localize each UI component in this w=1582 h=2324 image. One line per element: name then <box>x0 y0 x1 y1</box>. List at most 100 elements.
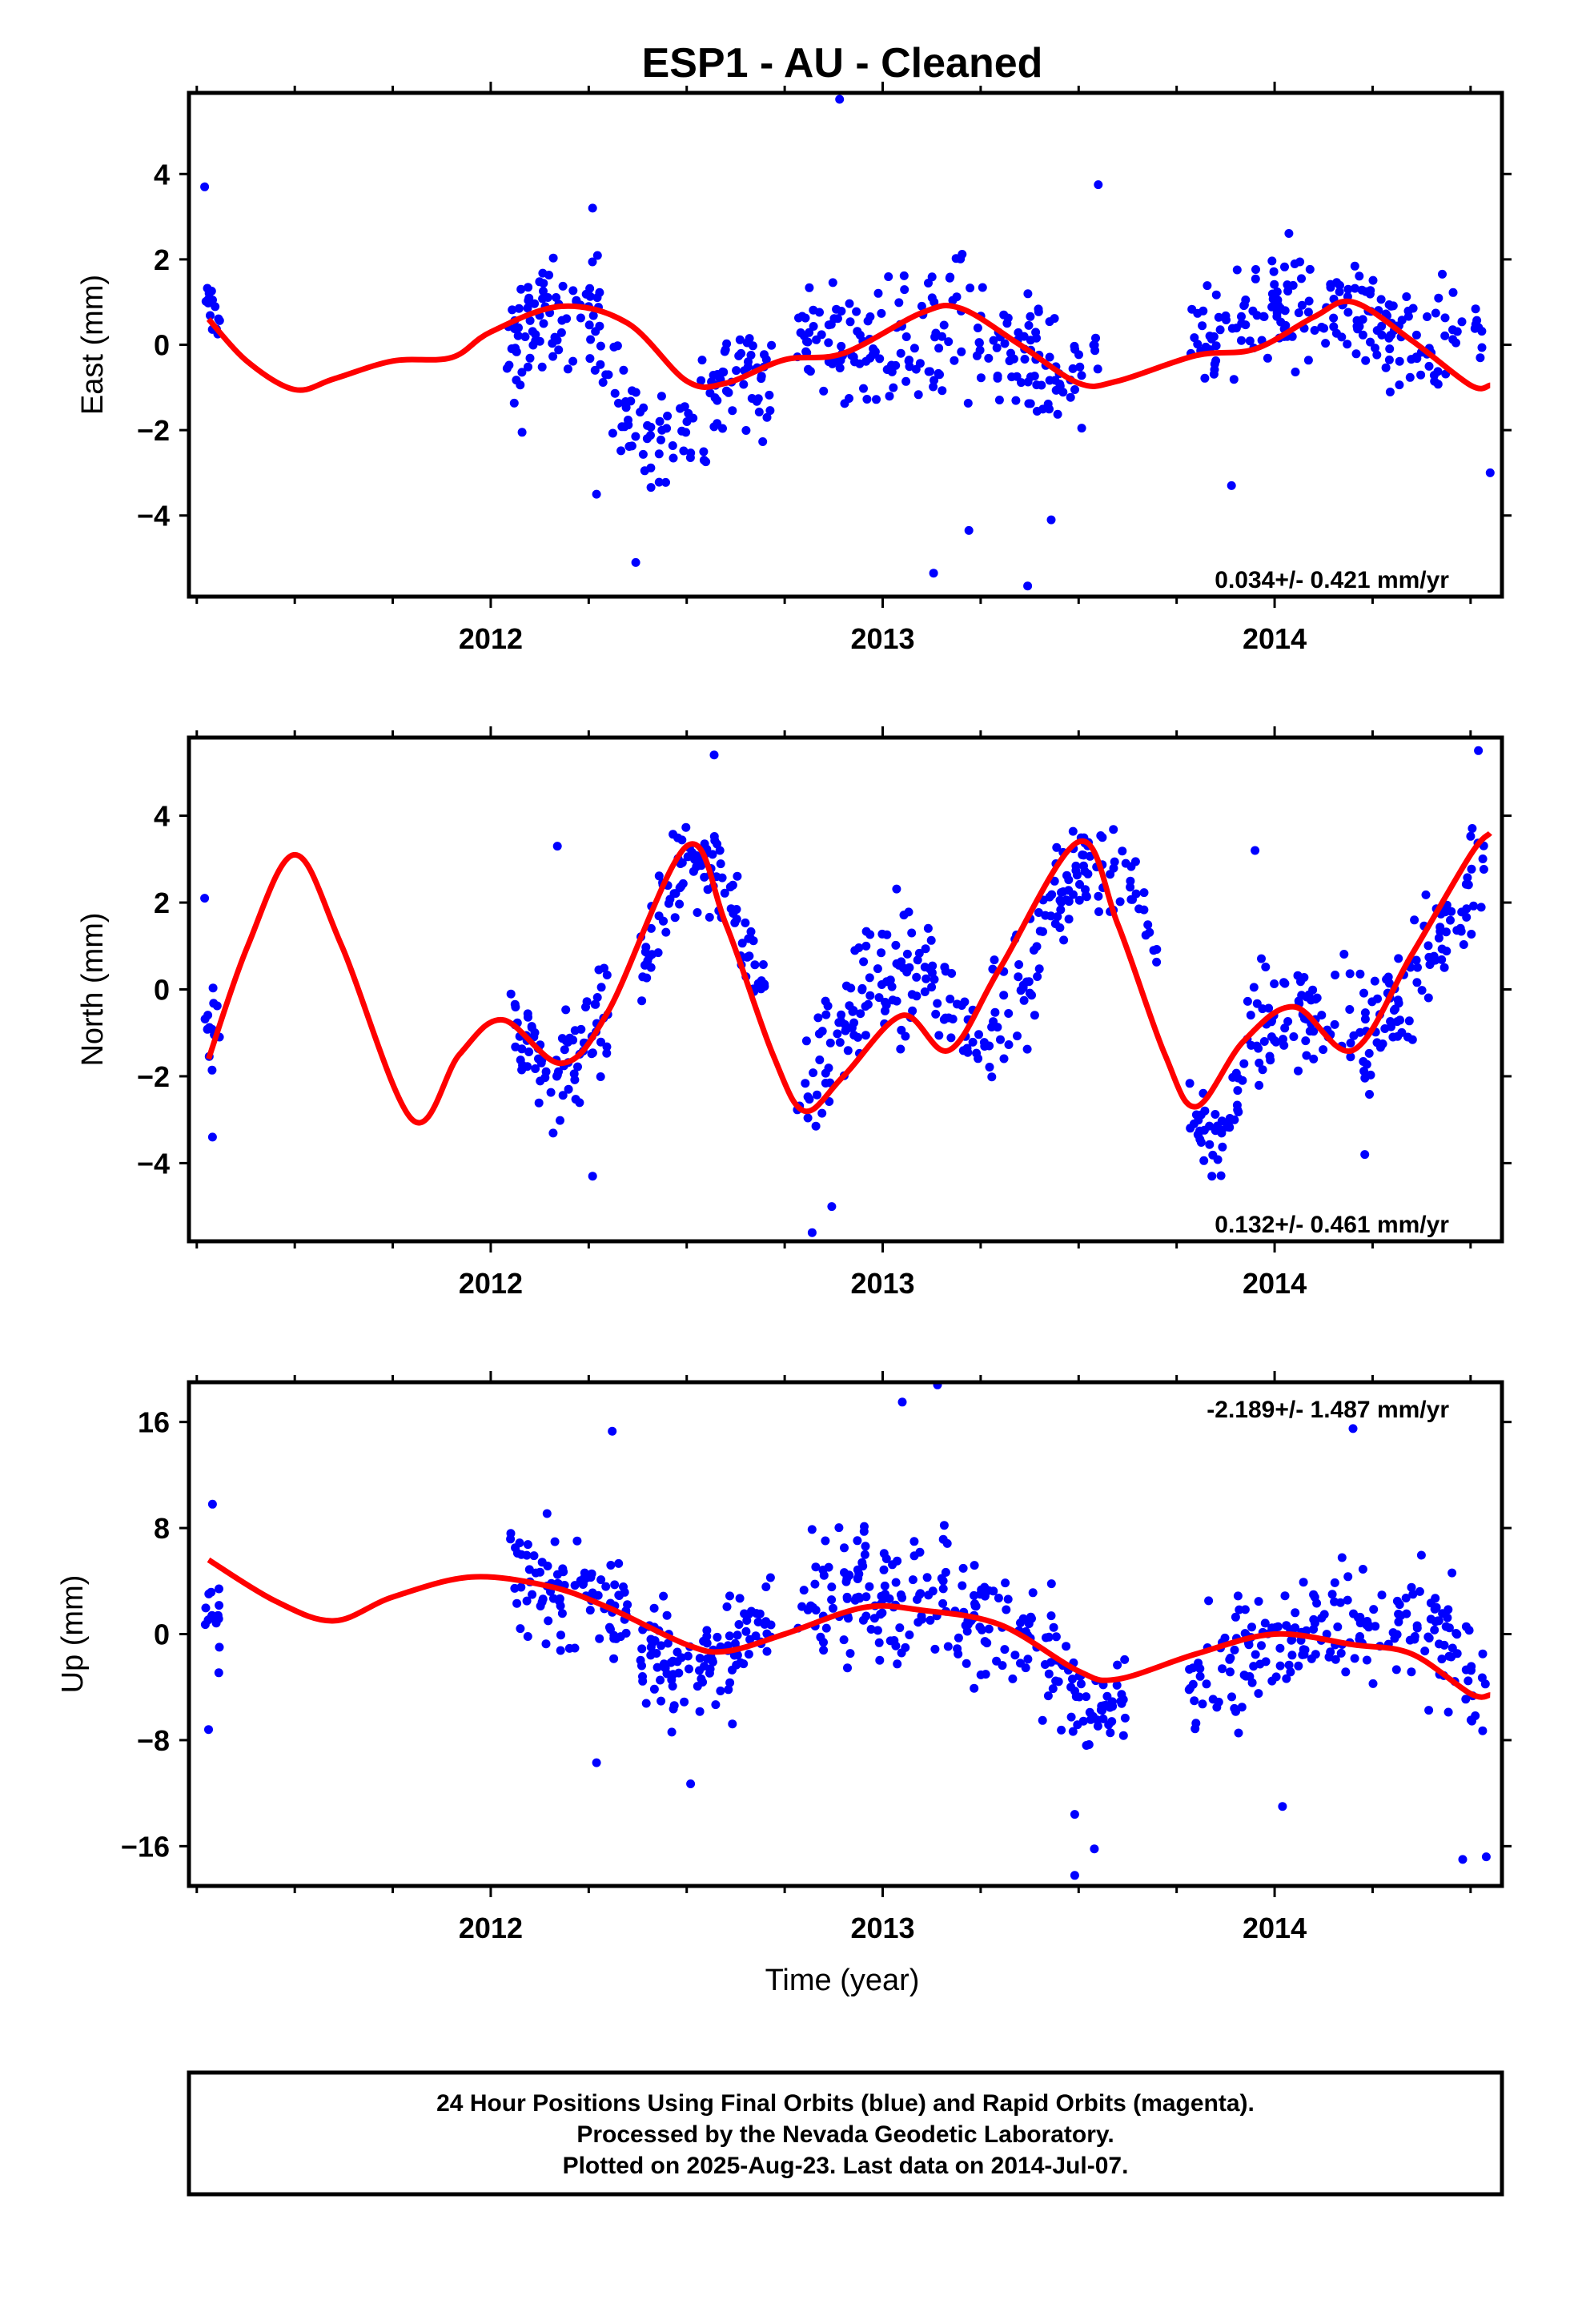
point-north-650 <box>1431 955 1440 965</box>
point-north-32 <box>573 1062 582 1072</box>
point-up-287 <box>1023 1655 1033 1664</box>
point-up-370 <box>866 1625 876 1634</box>
point-north-317 <box>902 949 912 959</box>
point-east-413 <box>1366 337 1375 347</box>
point-north-29 <box>506 989 516 999</box>
point-up-588 <box>1241 1671 1251 1681</box>
point-east-400 <box>824 338 833 348</box>
point-east-589 <box>1448 335 1458 344</box>
point-east-116 <box>765 390 774 400</box>
point-up-23 <box>550 1537 560 1546</box>
point-east-525 <box>1203 281 1212 291</box>
point-north-648 <box>1393 1031 1403 1041</box>
point-east-250 <box>901 376 911 386</box>
point-north-505 <box>1370 976 1379 986</box>
point-east-22 <box>524 362 532 372</box>
point-north-278 <box>881 1000 891 1010</box>
point-north-427 <box>1055 895 1065 905</box>
point-east-559 <box>1411 330 1421 340</box>
panel-east: −4 −2 0 2 4 2012 2013 2014 East (mm) 0.034+/- 0.4… <box>76 82 1512 655</box>
point-east-367 <box>1051 385 1061 395</box>
point-north-203 <box>1032 942 1042 951</box>
frame-east <box>187 90 1504 599</box>
point-east-87 <box>557 316 567 325</box>
point-east-201 <box>728 406 737 416</box>
point-north-311 <box>840 1019 849 1029</box>
point-up-92 <box>556 1646 565 1655</box>
point-up-646 <box>1349 1609 1358 1618</box>
point-north-350 <box>821 1010 831 1019</box>
point-east-396 <box>974 338 984 348</box>
point-north-181 <box>644 952 654 962</box>
point-north-347 <box>1019 995 1029 1005</box>
point-up-558 <box>1195 1664 1205 1674</box>
point-north-477 <box>1215 1124 1224 1134</box>
point-east-542 <box>1259 312 1269 321</box>
point-north-628 <box>1362 1059 1371 1069</box>
point-north-253 <box>835 1038 845 1047</box>
point-up-201 <box>734 1620 744 1629</box>
y-tick-label-up-1: −8 <box>137 1724 170 1757</box>
point-north-575 <box>1421 890 1431 899</box>
point-north-383 <box>1074 895 1084 905</box>
point-east-597 <box>929 569 938 578</box>
point-east-529 <box>1472 316 1482 325</box>
point-east-24 <box>548 352 558 361</box>
point-north-390 <box>1106 870 1115 879</box>
point-east-456 <box>1251 274 1260 283</box>
point-east-81 <box>528 340 538 350</box>
point-up-652 <box>1394 1610 1403 1618</box>
point-north-115 <box>670 913 680 923</box>
point-up-407 <box>1120 1713 1130 1723</box>
point-up-428 <box>1057 1725 1066 1735</box>
point-up-42 <box>604 1622 614 1632</box>
point-up-184 <box>744 1650 753 1659</box>
point-up-410 <box>1066 1712 1076 1722</box>
y-tick-label-up-4: 16 <box>138 1406 170 1439</box>
point-east-508 <box>1237 312 1246 321</box>
point-east-289 <box>868 350 877 360</box>
point-north-132 <box>705 912 714 922</box>
point-north-436 <box>1062 870 1071 880</box>
point-up-596 <box>1267 1676 1277 1686</box>
point-north-593 <box>1467 864 1476 874</box>
point-up-161 <box>728 1719 737 1729</box>
point-east-520 <box>1283 287 1293 296</box>
point-north-341 <box>968 1037 978 1047</box>
point-east-121 <box>624 416 632 424</box>
point-north-659 <box>207 1132 217 1142</box>
point-east-353 <box>873 288 883 298</box>
point-east-385 <box>887 367 897 376</box>
point-up-246 <box>1049 1622 1058 1632</box>
point-up-275 <box>865 1582 874 1591</box>
point-east-389 <box>828 359 837 368</box>
point-east-226 <box>963 399 973 408</box>
point-north-260 <box>907 928 917 938</box>
point-up-213 <box>732 1660 741 1670</box>
point-north-507 <box>1437 955 1447 964</box>
point-east-606 <box>1227 480 1236 490</box>
point-north-523 <box>1468 824 1477 833</box>
point-east-406 <box>1405 372 1415 382</box>
point-north-335 <box>996 1035 1005 1044</box>
frame-north <box>187 735 1504 1244</box>
point-north-656 <box>1207 1172 1217 1181</box>
point-up-660 <box>1090 1844 1099 1854</box>
point-up-442 <box>1071 1692 1081 1702</box>
point-north-175 <box>646 963 656 972</box>
point-up-446 <box>1107 1697 1117 1707</box>
point-up-423 <box>1062 1642 1071 1651</box>
point-north-340 <box>841 981 851 991</box>
point-east-15 <box>592 251 602 260</box>
point-up-663 <box>1278 1802 1287 1811</box>
x-tick-label-east-2: 2014 <box>1243 622 1307 655</box>
point-east-291 <box>1077 371 1086 380</box>
point-up-226 <box>880 1581 889 1590</box>
rate-label-north: 0.132+/- 0.461 mm/yr <box>1215 1212 1449 1238</box>
point-east-331 <box>1002 319 1012 328</box>
point-east-348 <box>805 283 814 292</box>
point-up-422 <box>1112 1680 1122 1690</box>
point-up-6 <box>200 1620 210 1630</box>
point-north-603 <box>1476 903 1486 912</box>
point-up-18 <box>585 1606 595 1615</box>
